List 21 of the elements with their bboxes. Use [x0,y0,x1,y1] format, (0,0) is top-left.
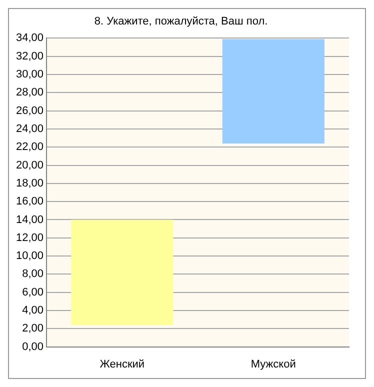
y-tick-label: 30,00 [16,68,44,81]
y-tick-label: 24,00 [16,122,44,135]
y-tick-label: 10,00 [16,250,44,262]
y-tick-label: 26,00 [16,104,44,117]
y-tick-label: 2,00 [22,322,44,335]
y-tick-label: 4,00 [22,304,44,317]
y-tick-label: 18,00 [16,177,44,190]
chart-title: 8. Укажите, пожалуйста, Ваш пол. [94,16,268,28]
y-tick-label: 28,00 [16,86,44,99]
x-tick-label: Мужской [250,358,296,370]
y-tick-label: 12,00 [16,232,44,244]
y-tick-label: 16,00 [16,196,44,208]
y-tick-label: 34,00 [16,32,44,44]
y-tick-label: 22,00 [16,141,44,154]
y-tick-label: 0,00 [22,340,44,353]
x-tick-label: Женский [100,358,145,370]
y-tick-label: 6,00 [22,286,44,298]
y-tick-label: 20,00 [16,159,44,172]
y-tick-label: 8,00 [22,268,44,280]
y-tick-label: 14,00 [16,214,44,226]
y-tick-label: 32,00 [16,50,44,62]
